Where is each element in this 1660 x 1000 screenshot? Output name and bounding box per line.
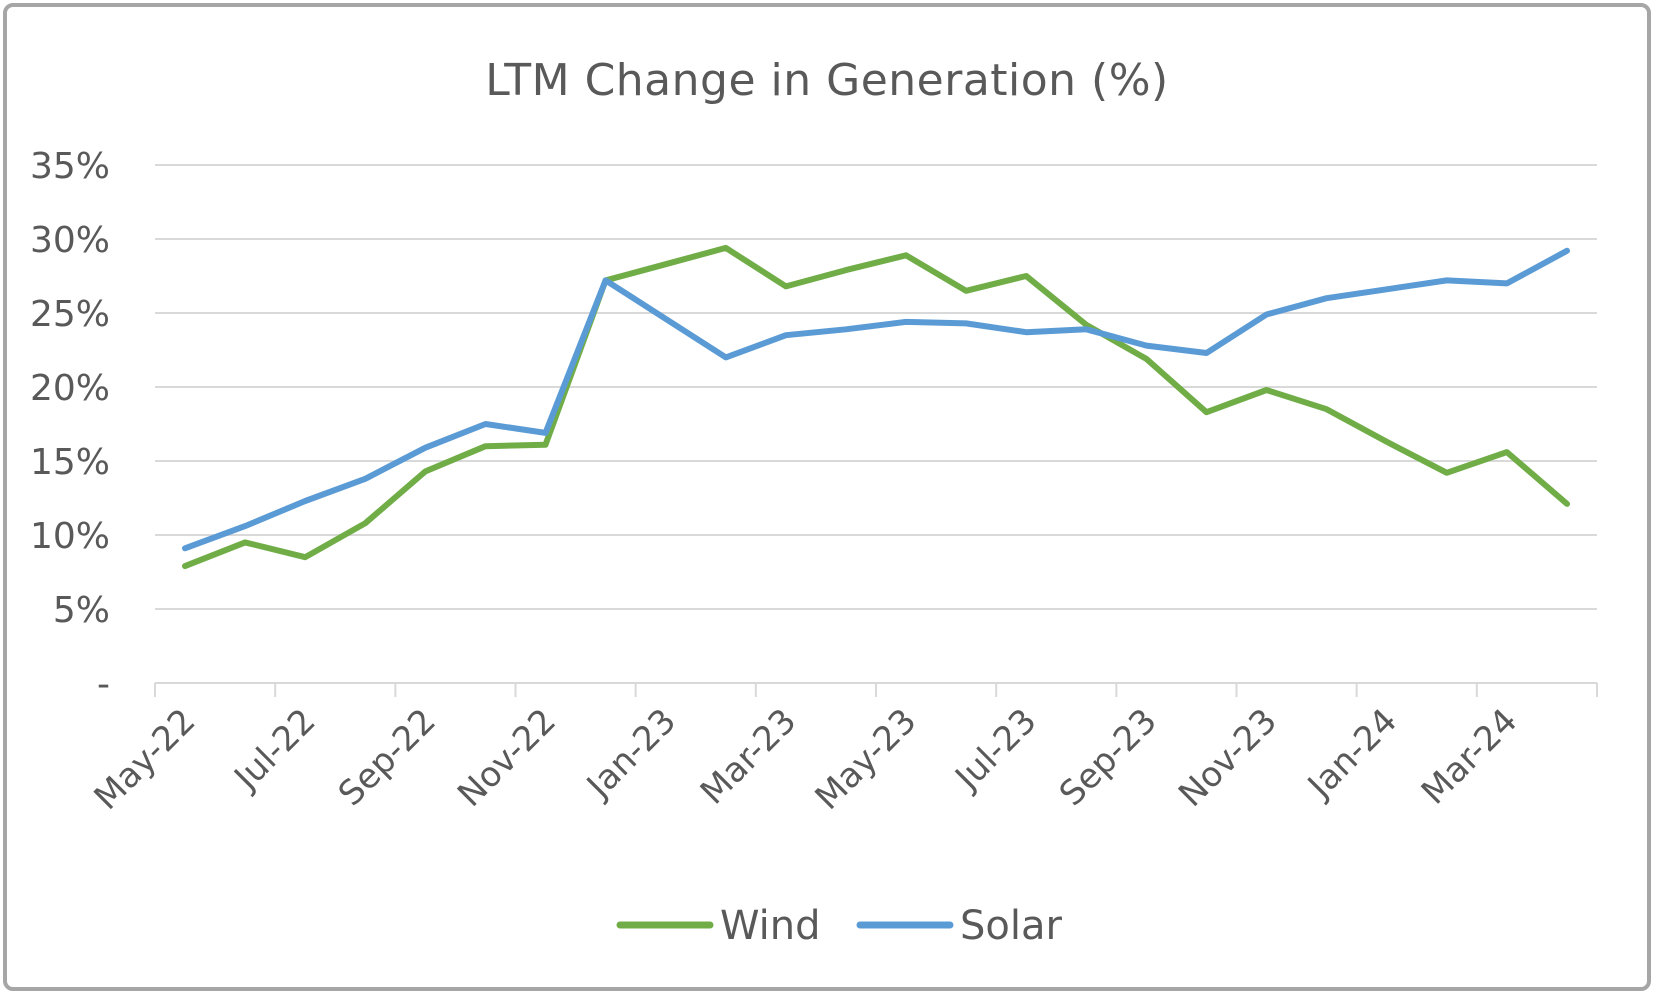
x-tick-label: Sep-23 (1052, 701, 1165, 814)
series-line-wind (182, 244, 1570, 570)
x-tick-label: Sep-22 (331, 701, 444, 814)
y-tick-label: 10% (30, 516, 110, 557)
y-tick-label: 20% (30, 368, 110, 409)
y-tick-label: 15% (30, 442, 110, 483)
x-tick-label: Nov-23 (1171, 701, 1285, 815)
x-tick-label: Mar-24 (1414, 701, 1525, 812)
y-tick-label: 30% (30, 220, 110, 261)
x-tick-label: Nov-22 (450, 701, 564, 815)
x-tick-label: Jan-23 (578, 701, 684, 807)
x-tick-label: Jul-22 (226, 701, 324, 799)
legend-label-wind: Wind (720, 903, 821, 949)
y-tick-label: 5% (53, 590, 110, 631)
series-line-solar (182, 247, 1570, 552)
x-tick-label: Jul-23 (947, 701, 1045, 799)
x-tick-label: Jan-24 (1299, 701, 1405, 807)
x-tick-label: May-22 (87, 701, 204, 818)
x-tick-label: May-23 (808, 701, 925, 818)
x-tick-label: Mar-23 (693, 701, 804, 812)
legend-label-solar: Solar (960, 903, 1062, 949)
y-tick-label: - (97, 664, 110, 705)
y-tick-label: 25% (30, 294, 110, 335)
chart-frame: LTM Change in Generation (%) (3, 3, 1651, 991)
chart-title: LTM Change in Generation (%) (485, 55, 1169, 106)
y-tick-label: 35% (30, 146, 110, 187)
